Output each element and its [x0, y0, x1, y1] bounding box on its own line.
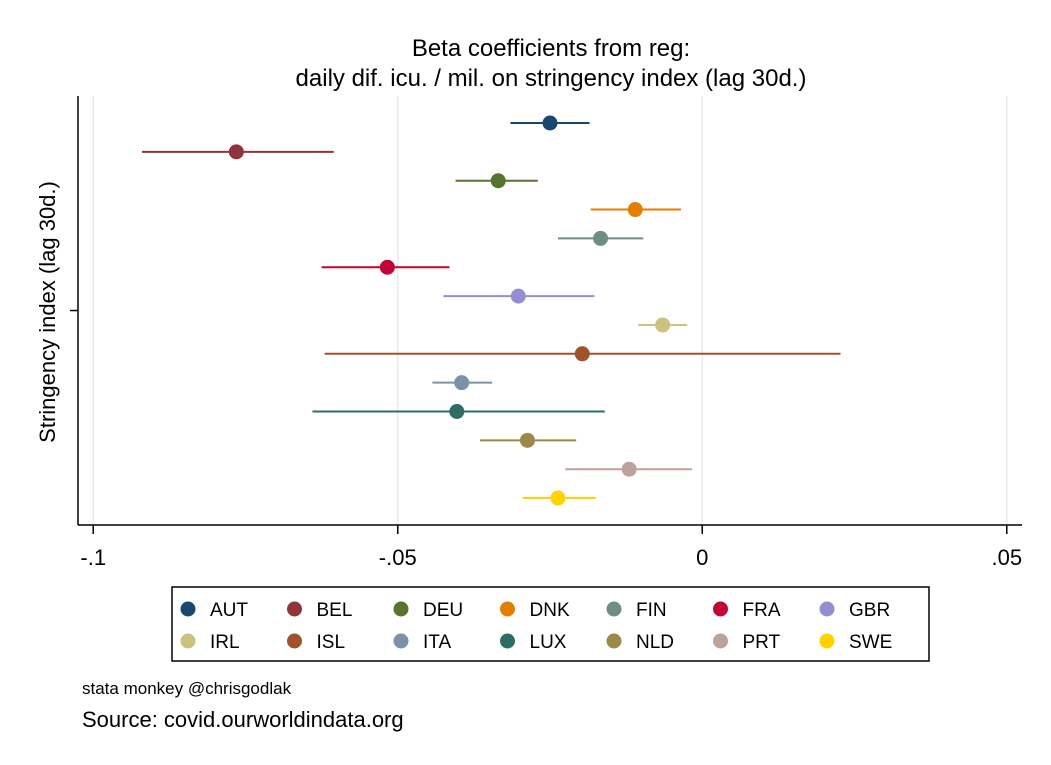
point-lux: [449, 404, 465, 419]
series-lux: [312, 404, 605, 419]
series-prt: [565, 461, 692, 477]
legend-marker-bel: [287, 601, 302, 617]
axes: -.1 -.05 0 .05: [70, 96, 1022, 570]
source-note: Source: covid.ourworldindata.org: [82, 707, 404, 732]
point-swe: [550, 490, 566, 506]
legend-label-swe: SWE: [849, 632, 892, 653]
y-axis-title: Stringency index (lag 30d.): [35, 181, 60, 443]
legend-label-prt: PRT: [743, 632, 781, 653]
series-fra: [321, 259, 450, 275]
legend-label-irl: IRL: [210, 632, 240, 653]
legend-item-fra: FRA: [713, 600, 781, 621]
series-isl: [324, 346, 841, 362]
legend: AUT BEL DEU DNK FIN FRA GBR IRL ISL ITA LUX NLD PRT S…: [171, 586, 930, 662]
author-note: stata monkey @chrisgodlak: [82, 679, 292, 698]
chart-title-line-1: Beta coefficients from reg:: [412, 35, 690, 62]
legend-label-isl: ISL: [317, 632, 346, 653]
point-isl: [574, 346, 590, 362]
plot-area: [141, 115, 841, 506]
legend-marker-isl: [287, 633, 302, 649]
legend-label-deu: DEU: [423, 600, 463, 621]
point-fra: [379, 259, 395, 275]
legend-marker-ita: [393, 633, 409, 649]
legend-item-aut: AUT: [180, 600, 248, 621]
legend-item-fin: FIN: [606, 600, 667, 621]
grid-lines: [92, 96, 1008, 525]
chart-title-line-2: daily dif. icu. / mil. on stringency ind…: [296, 65, 807, 92]
series-deu: [455, 173, 538, 189]
legend-marker-deu: [393, 601, 409, 617]
legend-item-swe: SWE: [819, 632, 892, 653]
legend-item-nld: NLD: [606, 632, 674, 653]
legend-marker-swe: [819, 633, 835, 649]
series-ita: [432, 375, 493, 391]
legend-label-aut: AUT: [210, 600, 248, 621]
legend-label-ita: ITA: [423, 632, 451, 653]
legend-item-bel: BEL: [287, 600, 352, 621]
point-fin: [593, 230, 609, 246]
series-gbr: [443, 288, 595, 304]
legend-label-gbr: GBR: [849, 600, 890, 621]
point-deu: [490, 173, 506, 189]
series-dnk: [590, 202, 681, 218]
legend-label-fin: FIN: [636, 600, 667, 621]
series-swe: [522, 490, 596, 506]
legend-marker-aut: [180, 601, 196, 617]
point-irl: [655, 317, 671, 333]
legend-label-bel: BEL: [317, 600, 353, 621]
x-tick-label: 0: [696, 545, 708, 570]
chart-title: Beta coefficients from reg: daily dif. i…: [296, 35, 807, 92]
legend-item-dnk: DNK: [500, 600, 570, 621]
point-dnk: [627, 202, 643, 218]
x-tick-label: -.05: [379, 545, 417, 570]
legend-marker-gbr: [819, 601, 835, 617]
legend-marker-fra: [713, 601, 728, 617]
legend-item-prt: PRT: [713, 632, 781, 653]
point-nld: [519, 432, 535, 448]
series-bel: [141, 144, 334, 160]
legend-item-deu: DEU: [393, 600, 463, 621]
legend-item-ita: ITA: [393, 632, 451, 653]
legend-marker-prt: [713, 633, 728, 649]
point-bel: [228, 144, 244, 160]
point-gbr: [510, 288, 526, 304]
legend-item-gbr: GBR: [819, 600, 890, 621]
series-aut: [510, 115, 590, 131]
legend-marker-irl: [180, 633, 196, 649]
legend-item-isl: ISL: [287, 632, 345, 653]
legend-label-fra: FRA: [743, 600, 781, 621]
legend-item-irl: IRL: [180, 632, 240, 653]
legend-label-dnk: DNK: [530, 600, 570, 621]
point-ita: [454, 375, 470, 391]
legend-marker-lux: [500, 633, 515, 649]
legend-item-lux: LUX: [500, 632, 567, 653]
point-prt: [621, 461, 637, 477]
series-irl: [638, 317, 688, 333]
legend-label-lux: LUX: [530, 632, 567, 653]
legend-marker-fin: [606, 601, 622, 617]
x-tick-label: .05: [991, 545, 1022, 570]
series-nld: [479, 432, 577, 448]
x-tick-label: -.1: [80, 545, 106, 570]
legend-marker-nld: [606, 633, 622, 649]
point-aut: [542, 115, 558, 131]
series-fin: [557, 230, 644, 246]
legend-marker-dnk: [500, 601, 515, 617]
legend-label-nld: NLD: [636, 632, 674, 653]
legend-frame: [171, 586, 930, 662]
